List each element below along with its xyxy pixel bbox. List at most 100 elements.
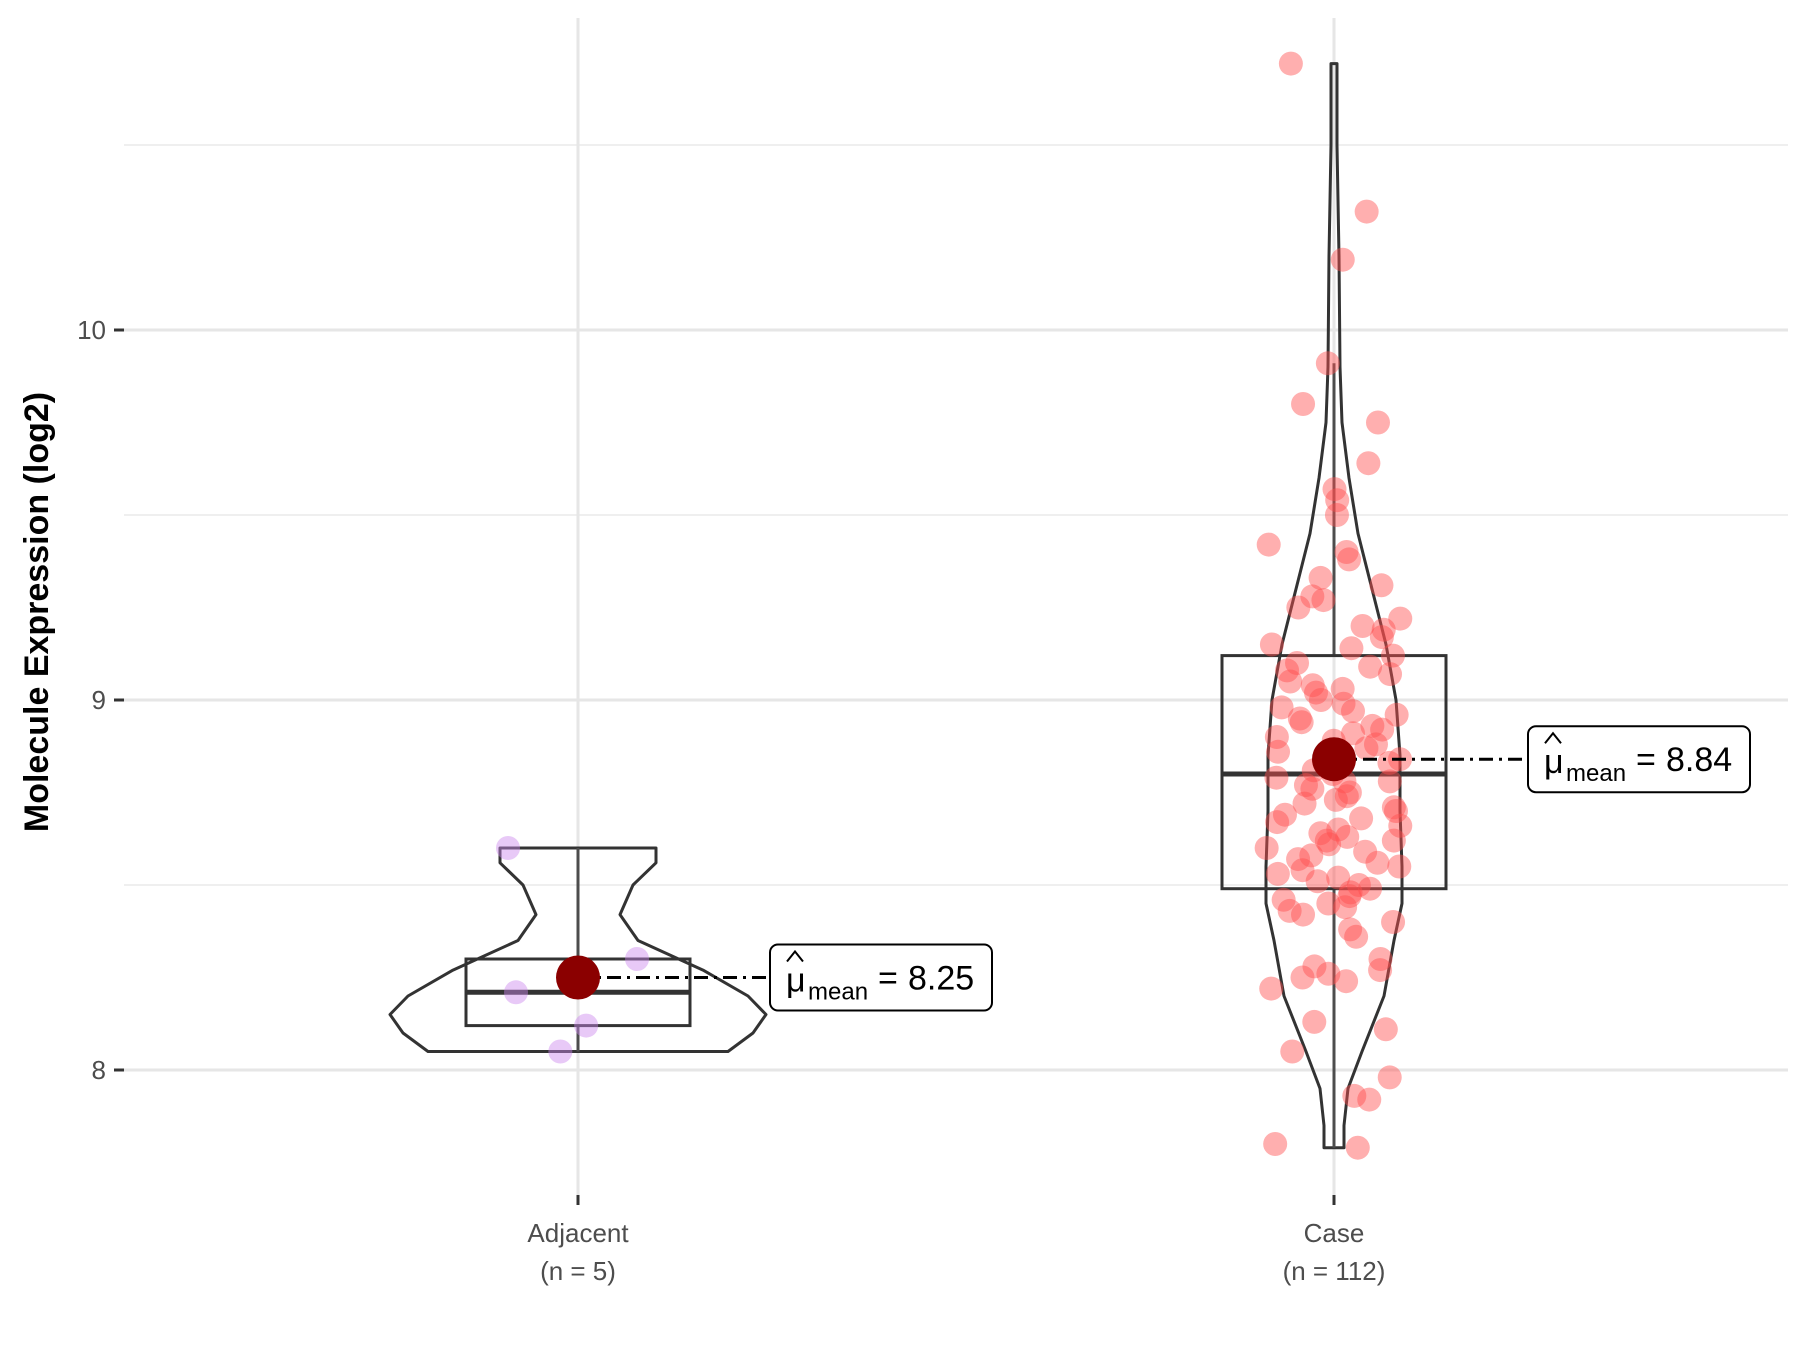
data-point [1280,1039,1305,1064]
data-point [1334,969,1359,994]
mean-subscript: mean [1566,760,1626,787]
data-point [1354,199,1379,224]
data-point [1325,488,1350,513]
data-point [1337,547,1362,572]
data-point [1305,869,1330,894]
mean-marker [556,955,600,1000]
data-point [1377,769,1402,794]
data-point [1384,702,1409,727]
data-point [1299,843,1324,868]
data-point [1315,351,1340,376]
data-point [1286,847,1311,872]
data-point [1365,410,1390,435]
data-point [1308,565,1333,590]
data-point [1369,625,1394,650]
data-point [548,1039,573,1064]
data-point [1300,673,1325,698]
data-point [1290,965,1315,990]
data-point [1334,540,1359,564]
data-point [1275,658,1300,683]
data-point [1381,828,1406,853]
data-point [1259,632,1284,657]
grid-lines [124,18,1788,1195]
mean-symbol: μ [786,962,806,1000]
data-point [1354,736,1379,761]
data-point [1338,880,1363,905]
data-point [1264,765,1289,790]
data-point [1317,832,1342,857]
x-tick-sublabel: (n = 112) [1283,1256,1386,1286]
mean-value: 8.84 [1666,741,1732,779]
data-point [1266,739,1291,764]
data-point [1304,680,1329,705]
data-point [1341,721,1366,746]
data-point [1324,503,1349,527]
data-point [1265,810,1290,835]
violin-adjacent [388,846,768,1053]
data-point [1357,1087,1382,1112]
data-point [1271,887,1296,912]
data-points [496,51,1413,1160]
data-point [1346,873,1371,897]
data-point [1323,787,1348,812]
data-point [1316,961,1341,986]
data-point [1316,891,1341,916]
data-point [1344,924,1369,949]
data-point [574,1013,599,1038]
data-point [1291,392,1316,416]
data-point [1302,954,1327,979]
data-point [1314,828,1339,853]
mean-subscript: mean [808,979,868,1006]
data-point [1337,780,1362,805]
x-tick-sublabel: (n = 5) [540,1256,616,1286]
hat-icon [786,949,804,963]
data-point [1380,643,1405,668]
mean-annotation-box [769,943,993,1012]
y-tick-label: 9 [92,685,106,715]
data-point [1330,247,1355,272]
data-point [1308,821,1333,846]
data-point [1363,732,1388,757]
x-tick-label: Adjacent [527,1218,629,1248]
mean-operator: = [878,960,898,998]
y-axis-label: Molecule Expression (log2) [18,392,56,832]
data-point [1378,662,1403,687]
data-point [1289,710,1314,735]
data-point [1326,865,1351,890]
data-point [1300,776,1325,801]
data-point [1286,595,1311,620]
data-point [625,947,650,971]
data-point [1300,584,1325,609]
data-point [1259,976,1284,1001]
data-point [1278,51,1303,76]
data-point [1381,795,1406,820]
data-point [1333,895,1358,920]
data-point [1291,902,1316,927]
data-point [1353,839,1378,864]
mean-value: 8.25 [908,960,974,998]
data-point [1302,1009,1327,1034]
data-point [496,836,520,860]
data-point [1369,573,1394,598]
data-point [1387,854,1412,879]
x-tick-label: Case [1304,1218,1365,1248]
data-point [1345,1135,1370,1160]
data-point [1335,824,1360,849]
data-point [1265,861,1290,886]
data-point [1330,676,1355,701]
data-point [1285,651,1310,675]
data-point [1340,699,1365,724]
data-point [1360,713,1385,738]
hat-icon [1544,731,1562,744]
data-point [1311,588,1336,613]
y-tick-label: 10 [77,315,106,345]
data-point [1356,451,1381,476]
data-point [1264,725,1289,749]
data-point [1377,1065,1402,1090]
data-point [1377,750,1402,775]
data-point [1293,773,1318,798]
mean-markers: μ mean = 8.25μ mean = 8.84 [556,725,1751,1012]
data-point [1322,477,1347,502]
data-point [1277,898,1302,923]
